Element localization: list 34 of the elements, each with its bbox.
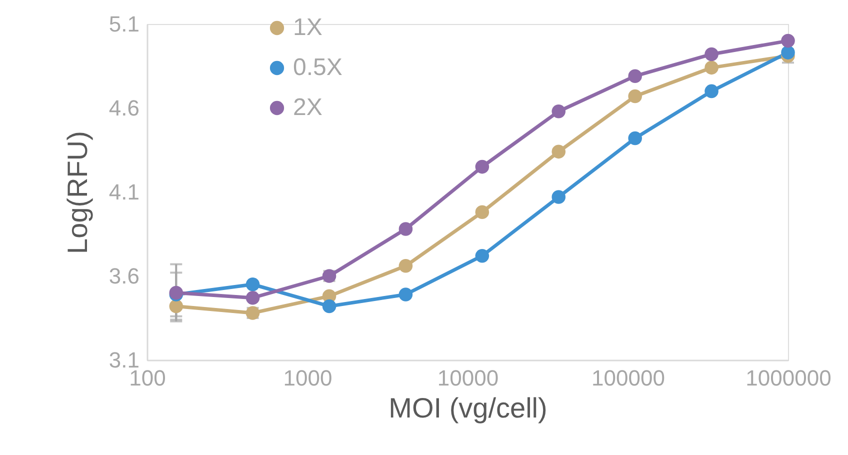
- point: [781, 34, 795, 48]
- x-tick-label: 1000000: [746, 366, 832, 390]
- point: [475, 248, 490, 263]
- legend-label: 0.5X: [293, 54, 342, 81]
- x-axis-title: MOI (vg/cell): [388, 392, 548, 424]
- point: [704, 84, 718, 98]
- point: [552, 144, 566, 159]
- point: [398, 259, 413, 273]
- y-tick-label: 4.6: [108, 96, 140, 120]
- point: [246, 290, 260, 305]
- point: [475, 205, 490, 220]
- point: [628, 89, 642, 104]
- legend-label: 1X: [293, 14, 322, 41]
- x-tick-label: 100000: [592, 366, 665, 390]
- y-tick-label: 4.1: [108, 180, 140, 204]
- point: [704, 60, 718, 75]
- point: [169, 299, 184, 314]
- y-axis-title: Log(RFU): [62, 131, 93, 254]
- point: [246, 278, 260, 292]
- point: [322, 299, 336, 314]
- point: [398, 288, 413, 302]
- x-tick-label: 10000: [437, 366, 499, 390]
- point: [781, 46, 795, 60]
- legend-label: 2X: [293, 94, 322, 121]
- x-tick-label: 1000: [283, 366, 332, 390]
- y-tick-label: 3.6: [108, 264, 140, 288]
- y-tick-label: 5.1: [108, 12, 140, 36]
- point: [552, 190, 566, 204]
- point: [628, 69, 642, 83]
- point: [552, 104, 566, 118]
- point: [475, 160, 490, 174]
- point: [628, 131, 642, 146]
- point: [398, 222, 413, 236]
- point: [704, 47, 718, 62]
